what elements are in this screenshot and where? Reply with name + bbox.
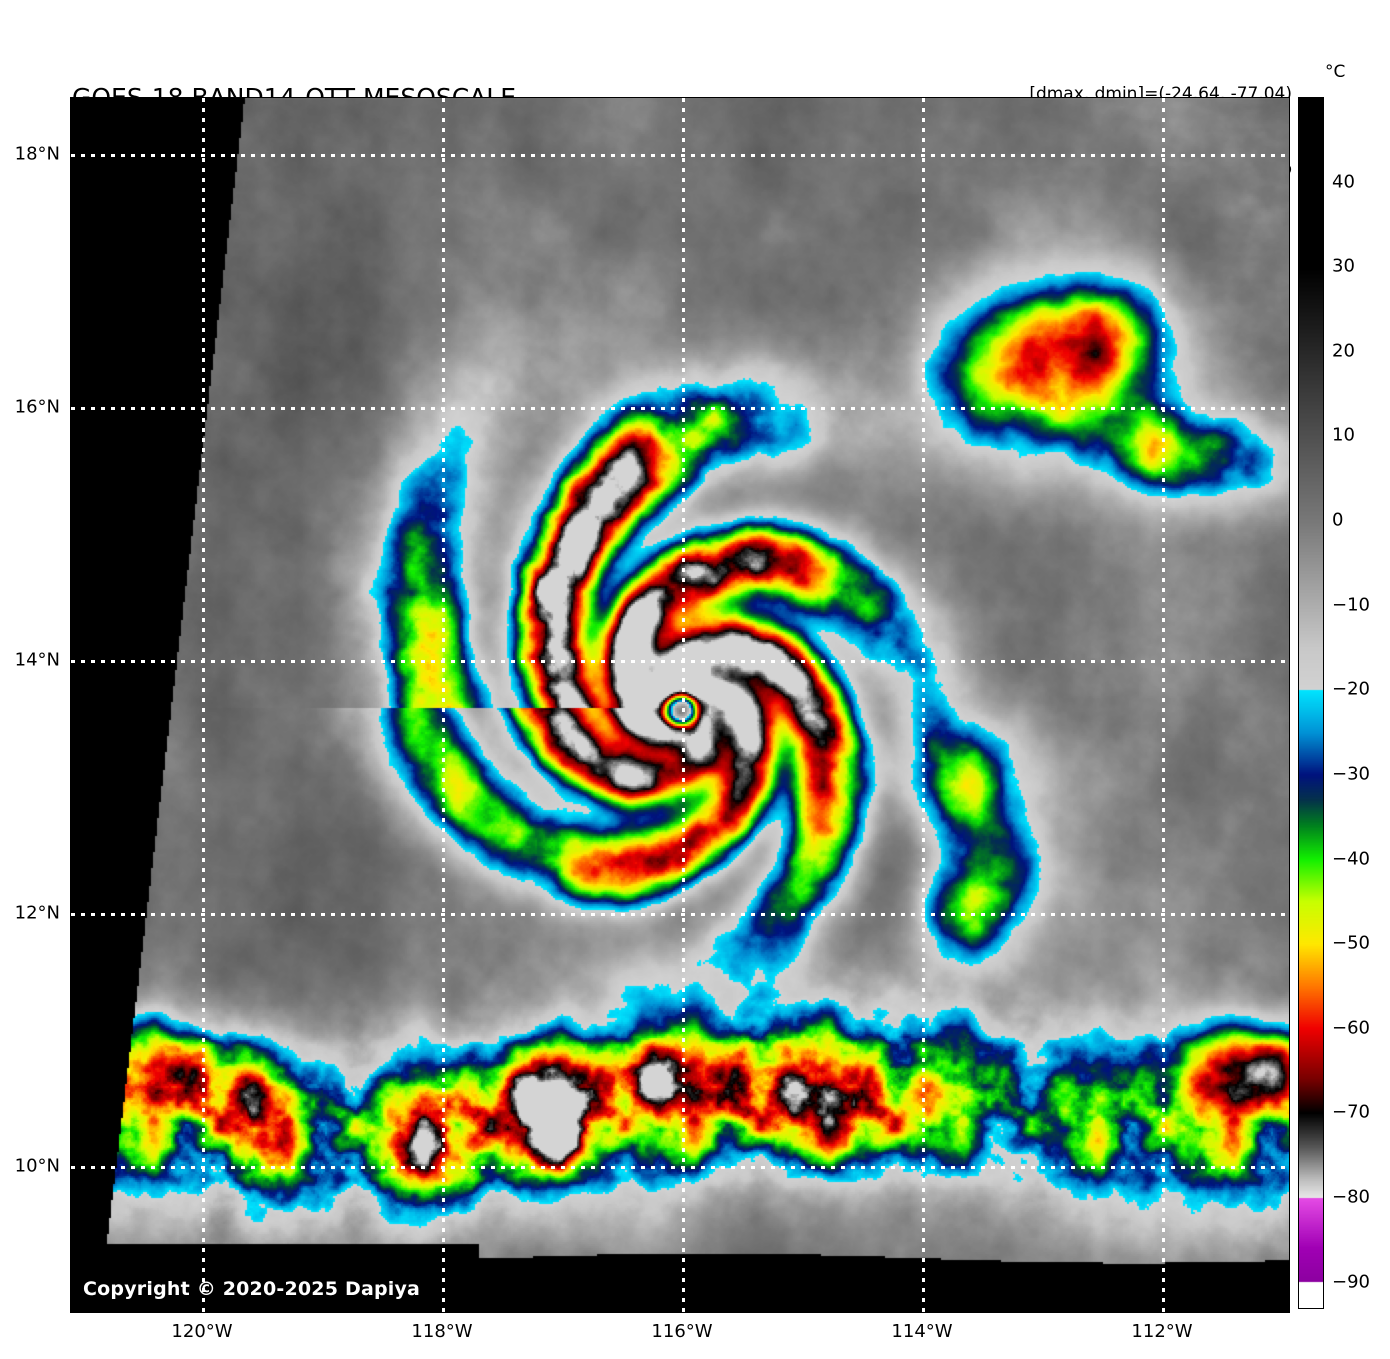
colorbar-tick-neg10: −10 [1332,594,1370,616]
lon-tick-118: 118°W [411,1321,473,1342]
lon-tick-116: 116°W [651,1321,713,1342]
colorbar-tick-neg80: −80 [1332,1186,1370,1208]
lat-tick-10: 10°N [14,1155,60,1177]
colorbar-tick-0: 0 [1332,509,1344,531]
satellite-imagery-canvas [71,98,1289,1312]
lat-tick-12: 12°N [14,902,60,924]
colorbar-unit-label: °C [1325,62,1346,82]
colorbar-tick-neg60: −60 [1332,1017,1370,1039]
colorbar-tick-neg50: −50 [1332,932,1370,954]
colorbar-tick-40: 40 [1332,171,1355,193]
lon-tick-112: 112°W [1131,1321,1193,1342]
lon-tick-114: 114°W [891,1321,953,1342]
lat-tick-14: 14°N [14,649,60,671]
colorbar-tick-neg40: −40 [1332,848,1370,870]
lon-tick-120: 120°W [171,1321,233,1342]
colorbar-tick-neg30: −30 [1332,763,1370,785]
lat-tick-16: 16°N [14,396,60,418]
colorbar-tick-neg70: −70 [1332,1101,1370,1123]
colorbar-tick-20: 20 [1332,340,1355,362]
colorbar-gradient [1298,97,1324,1309]
colorbar-tick-neg90: −90 [1332,1271,1370,1293]
colorbar[interactable] [1298,97,1324,1309]
lat-tick-18: 18°N [14,143,60,165]
colorbar-tick-30: 30 [1332,255,1355,277]
colorbar-tick-neg20: −20 [1332,678,1370,700]
colorbar-tick-10: 10 [1332,424,1355,446]
copyright-notice: Copyright © 2020-2025 Dapiya [83,1278,421,1300]
satellite-image-map[interactable]: Copyright © 2020-2025 Dapiya [70,97,1290,1313]
